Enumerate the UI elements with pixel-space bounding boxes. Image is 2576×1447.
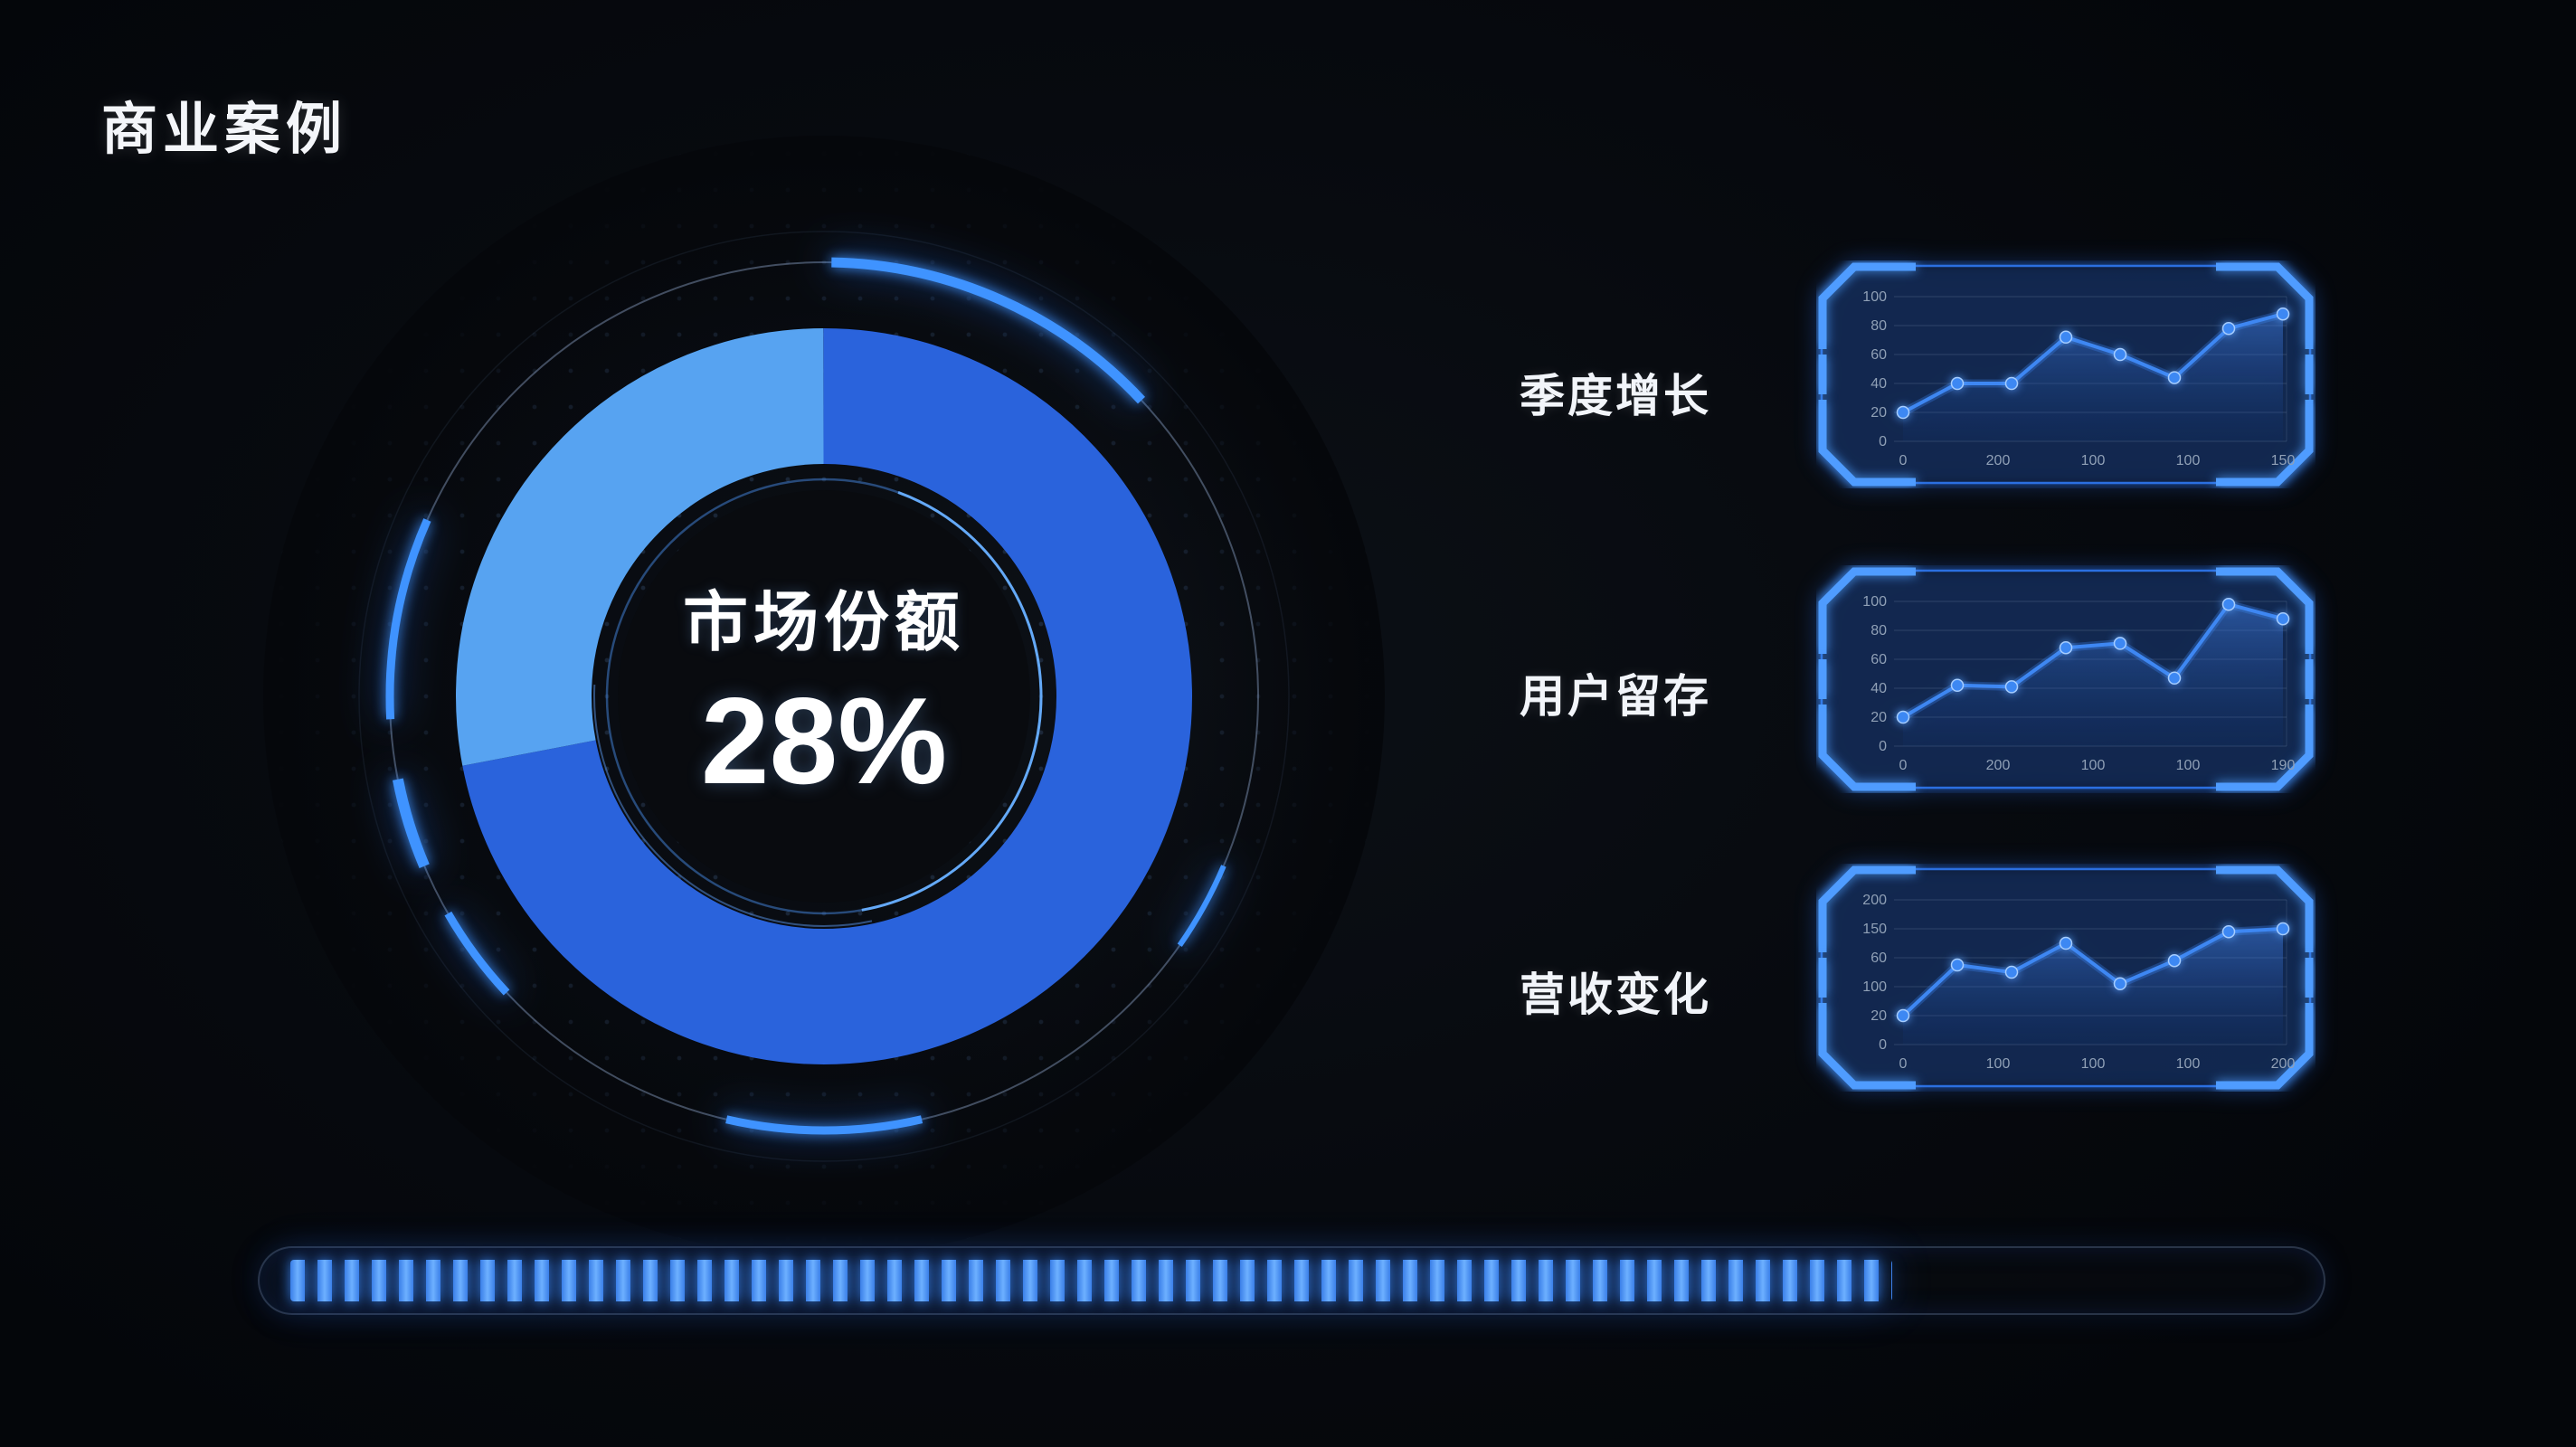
x-tick-label: 200 <box>2271 1056 2296 1072</box>
chart-point <box>2276 307 2290 321</box>
chart-point <box>1896 405 1910 420</box>
x-tick-label: 100 <box>2081 453 2106 468</box>
y-tick-label: 40 <box>1870 376 1887 392</box>
chart-point <box>2276 922 2290 936</box>
x-tick-label: 100 <box>1986 1056 2011 1072</box>
x-tick-label: 0 <box>1899 758 1908 773</box>
y-tick-label: 0 <box>1879 434 1887 449</box>
y-tick-label: 80 <box>1870 623 1887 638</box>
chart-point <box>1950 678 1965 693</box>
frame-bracket <box>2216 567 2314 654</box>
frame-bracket <box>1818 705 1916 791</box>
chart-area <box>1903 929 2283 1045</box>
metric-label-quarterly-growth: 季度增长 <box>1520 371 1711 421</box>
outer-faint-ring <box>358 231 1290 1162</box>
x-tick-label: 190 <box>2271 758 2296 773</box>
frame-bracket <box>2216 1003 2314 1090</box>
x-tick-label: 200 <box>1986 758 2011 773</box>
y-tick-label: 100 <box>1862 979 1887 995</box>
chart-line <box>1902 312 2284 414</box>
frame-bracket <box>2216 865 2314 952</box>
x-tick-label: 100 <box>2081 1056 2106 1072</box>
chart-point <box>2221 597 2236 611</box>
chart-point <box>2059 640 2073 655</box>
donut-center-disc <box>618 490 1030 903</box>
progress-track <box>258 1246 2325 1315</box>
y-tick-label: 100 <box>1862 594 1887 610</box>
x-tick-label: 200 <box>1986 453 2011 468</box>
chart-panel-user-retention: 100 80 60 40 20 0 0 200 100 100 190 <box>1816 565 2316 793</box>
y-tick-label: 20 <box>1870 710 1887 725</box>
y-tick-label: 60 <box>1870 652 1887 667</box>
y-tick-label: 60 <box>1870 347 1887 363</box>
chart-panel-revenue-change: 200 150 60 100 20 0 0 100 100 100 200 <box>1816 864 2316 1092</box>
y-tick-label: 40 <box>1870 681 1887 696</box>
x-tick-label: 0 <box>1899 453 1908 468</box>
x-tick-label: 150 <box>2271 453 2296 468</box>
donut-value-segment <box>456 328 1192 1064</box>
chart-panel-quarterly-growth: 100 80 60 40 20 0 0 200 100 100 150 <box>1816 260 2316 488</box>
metric-label-user-retention: 用户留存 <box>1520 671 1711 722</box>
x-tick-label: 100 <box>2081 758 2106 773</box>
page-title: 商业案例 <box>101 99 348 161</box>
y-tick-label: 150 <box>1862 922 1887 937</box>
chart-point <box>2167 371 2182 384</box>
chart-line <box>1901 927 2284 1017</box>
chart-point <box>2221 924 2236 939</box>
donut-chart <box>358 231 1290 1162</box>
x-tick-label: 100 <box>2176 1056 2201 1072</box>
chart-point <box>2113 977 2127 991</box>
chart-point <box>2167 953 2182 968</box>
chart-point <box>1950 958 1965 972</box>
y-tick-label: 100 <box>1862 289 1887 305</box>
chart-area <box>1903 314 2283 441</box>
frame-bracket <box>1818 400 1916 487</box>
chart-point <box>2004 376 2019 391</box>
y-tick-label: 0 <box>1879 739 1887 754</box>
inner-bright-arc <box>605 478 1043 915</box>
y-tick-label: 20 <box>1870 1008 1887 1024</box>
frame-bracket <box>1818 865 1916 952</box>
chart-line <box>1901 602 2284 719</box>
frame-bracket <box>2216 705 2314 791</box>
frame-bracket <box>1818 1003 1916 1090</box>
metric-label-revenue-change: 营收变化 <box>1520 969 1711 1020</box>
progress-fill <box>290 1260 1892 1301</box>
outer-glow-arcs <box>384 257 1264 1136</box>
frame-bracket <box>2216 400 2314 487</box>
chart-point <box>1896 710 1910 724</box>
chart-point <box>1896 1008 1910 1023</box>
frame-bracket <box>1818 262 1916 349</box>
y-tick-label: 80 <box>1870 318 1887 334</box>
frame-bracket <box>1818 567 1916 654</box>
chart-point <box>2113 347 2127 362</box>
chart-point <box>2059 936 2073 950</box>
frame-bracket <box>2216 262 2314 349</box>
x-tick-label: 100 <box>2176 758 2201 773</box>
y-tick-label: 0 <box>1879 1037 1887 1053</box>
chart-point <box>1950 376 1965 391</box>
inner-secondary-arc <box>593 466 1055 927</box>
x-tick-label: 100 <box>2176 453 2201 468</box>
chart-point <box>2059 330 2073 345</box>
chart-point <box>2004 680 2019 694</box>
chart-point <box>2004 965 2019 979</box>
chart-point <box>2167 671 2182 686</box>
y-tick-label: 60 <box>1870 950 1887 966</box>
chart-point <box>2221 321 2236 336</box>
y-tick-label: 20 <box>1870 405 1887 421</box>
x-tick-label: 0 <box>1899 1056 1908 1072</box>
chart-point <box>2276 611 2290 626</box>
chart-point <box>2113 637 2127 650</box>
y-tick-label: 200 <box>1862 893 1887 908</box>
chart-area <box>1903 604 2283 746</box>
